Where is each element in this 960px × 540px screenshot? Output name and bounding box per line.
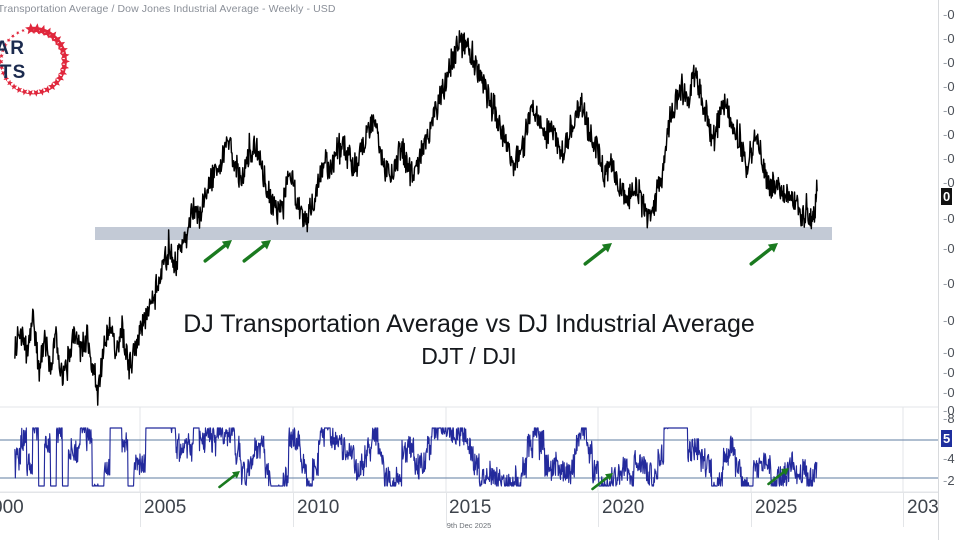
- price-axis-tick: -0: [943, 365, 955, 380]
- x-axis-tick: 000: [0, 497, 24, 518]
- current-price-badge: 0: [941, 188, 953, 205]
- annotation-arrows: [203, 240, 789, 491]
- price-axis-tick: -0: [943, 345, 955, 360]
- x-axis-separator: [903, 493, 904, 527]
- price-line-djt-dji: [14, 30, 818, 406]
- x-axis: 000200520102015202020252030: [0, 492, 949, 527]
- rsi-axis-tick: -8: [943, 411, 955, 426]
- rsi-axis-tick: -2: [943, 473, 955, 488]
- x-axis-tick: 2015: [449, 497, 492, 518]
- x-axis-separator: [446, 493, 447, 527]
- x-axis-separator: [140, 493, 141, 527]
- x-axis-tick: 2010: [297, 497, 340, 518]
- price-axis-tick: -0: [943, 403, 955, 418]
- logo-text-line1: STAR: [0, 38, 26, 59]
- chart-title-secondary: DJT / DJI: [421, 343, 517, 369]
- price-axis-tick: -0: [943, 127, 955, 142]
- price-axis-tick: -0: [943, 175, 955, 190]
- price-axis-tick: -0: [943, 151, 955, 166]
- price-axis-tick: -0: [943, 211, 955, 226]
- price-axis-tick: -0: [943, 103, 955, 118]
- x-axis-separator: [293, 493, 294, 527]
- chart-canvas: [0, 30, 938, 493]
- price-axis-tick: -0: [943, 385, 955, 400]
- x-axis-tick: 2025: [755, 497, 798, 518]
- price-axis-tick: -0: [943, 79, 955, 94]
- rsi-axis-tick: -4: [943, 451, 955, 466]
- chart-title-primary: DJ Transportation Average vs DJ Industri…: [183, 310, 755, 338]
- price-axis-tick: -0: [943, 7, 955, 22]
- price-axis-tick: -0: [943, 313, 955, 328]
- current-rsi-badge: 5: [941, 430, 953, 447]
- price-axis-tick: -0: [943, 241, 955, 256]
- y-axis-right[interactable]: -0 -0 -0 -0 -0 -0 -0 -0 -0 -0 -0 -0 -0 -0 -0 -0 -8 -4 -2 0…: [938, 0, 960, 540]
- instrument-header: Dow Jones Transportation Average / Dow J…: [0, 3, 336, 15]
- x-axis-separator: [751, 493, 752, 527]
- plot-area: DJ Transportation Average vs DJ Industri…: [0, 30, 949, 530]
- x-axis-tick: 2005: [144, 497, 187, 518]
- price-axis-tick: -0: [943, 55, 955, 70]
- x-axis-tick: 2020: [602, 497, 645, 518]
- date-stamp: 9th Dec 2025: [446, 521, 492, 530]
- rsi-line: [14, 427, 818, 487]
- price-axis-tick: -0: [943, 31, 955, 46]
- x-axis-separator: [598, 493, 599, 527]
- support-zone-band: [95, 227, 832, 240]
- price-axis-tick: -0: [943, 276, 955, 291]
